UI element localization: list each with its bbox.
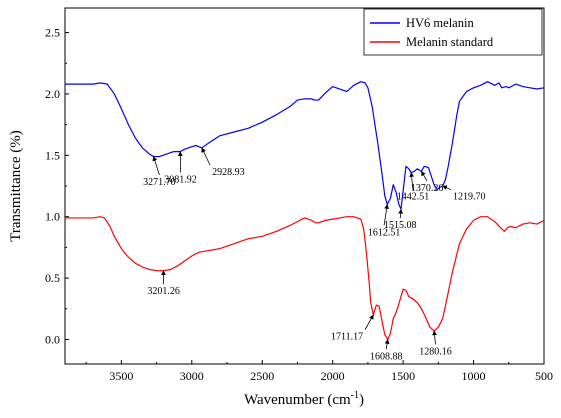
x-tick-label: 2000 xyxy=(321,369,345,383)
y-tick-label: 0.5 xyxy=(45,271,60,285)
annotation-arrow xyxy=(154,157,160,175)
x-tick-label: 500 xyxy=(535,369,553,383)
annotation-label: 1711.17 xyxy=(331,332,363,343)
x-tick-label: 1000 xyxy=(462,369,486,383)
legend: HV6 melanin Melanin standard xyxy=(364,9,542,55)
annotation-arrow xyxy=(443,186,451,190)
annotation-arrow xyxy=(421,171,427,181)
x-tick-label: 1500 xyxy=(391,369,415,383)
annotation-arrow xyxy=(400,209,401,218)
annotation-arrow xyxy=(434,331,435,345)
series-layer xyxy=(65,82,544,340)
y-tick-label: 1.0 xyxy=(45,210,60,224)
annotation-label: 1280.16 xyxy=(419,346,452,357)
annotation-arrow xyxy=(365,315,373,330)
annotation-arrow xyxy=(202,148,210,165)
series-line-2 xyxy=(65,217,544,340)
plot-border xyxy=(65,8,544,364)
x-axis-title: Wavenumber (cm-1) xyxy=(244,390,364,408)
annotation-label: 3201.26 xyxy=(147,286,180,297)
legend-label-1: HV6 melanin xyxy=(406,16,474,30)
annotation-label: 2928.93 xyxy=(212,167,245,178)
series-line-1 xyxy=(65,82,544,210)
x-axis-title-close: ) xyxy=(359,392,364,408)
annotation-arrow xyxy=(386,339,388,349)
y-tick-label: 1.5 xyxy=(45,148,60,162)
x-axis-title-main: Wavenumber (cm xyxy=(244,392,351,408)
x-tick-label: 3500 xyxy=(109,369,133,383)
annotation-label: 1515.08 xyxy=(384,220,417,231)
y-axis-title: Transmittance (%) xyxy=(8,130,24,242)
x-tick-label: 3000 xyxy=(180,369,204,383)
annotation-label: 1219.70 xyxy=(453,192,486,203)
annotation-label: 1370.26 xyxy=(411,183,444,194)
plot-frame xyxy=(65,8,544,364)
annotation-label: 3081.92 xyxy=(164,174,197,185)
x-axis-title-superscript: -1 xyxy=(351,390,359,401)
annotation-label: 1608.88 xyxy=(370,351,403,362)
x-tick-label: 2500 xyxy=(250,369,274,383)
ticks-layer: 3500 3000 2500 2000 1500 1000 500 0.0 0.5 1.0 1.5 2… xyxy=(45,26,553,383)
legend-label-2: Melanin standard xyxy=(406,35,494,49)
y-tick-label: 2.0 xyxy=(45,87,60,101)
y-tick-label: 0.0 xyxy=(45,332,60,346)
y-tick-label: 2.5 xyxy=(45,26,60,40)
